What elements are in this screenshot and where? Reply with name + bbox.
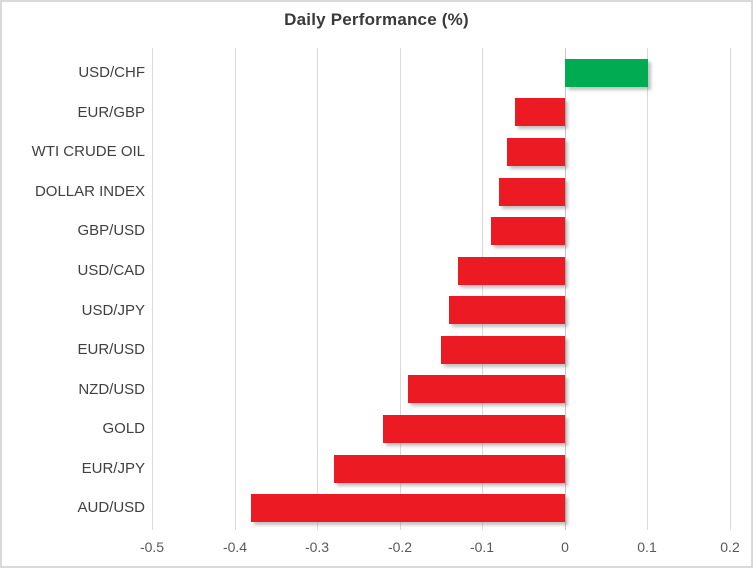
category-label: USD/JPY [81, 302, 145, 319]
category-label: DOLLAR INDEX [34, 183, 145, 200]
bar-nzd-usd [408, 375, 565, 403]
category-label: EUR/JPY [81, 460, 145, 477]
bar-gbp-usd [491, 217, 565, 245]
x-tick-label: 0 [561, 539, 569, 555]
bar-eur-usd [441, 336, 565, 364]
gridline [730, 48, 731, 530]
category-label: AUD/USD [77, 499, 145, 516]
bar-eur-gbp [515, 98, 565, 126]
category-label: USD/CHF [78, 64, 145, 81]
bar-usd-cad [458, 257, 565, 285]
bar-dollar-index [499, 178, 565, 206]
x-tick-label: -0.3 [304, 539, 330, 555]
bar-gold [383, 415, 565, 443]
x-tick-label: 0.2 [720, 539, 740, 555]
zero-axis-line [565, 48, 566, 530]
x-tick-label: -0.2 [387, 539, 413, 555]
category-label: EUR/USD [77, 341, 145, 358]
category-label: GOLD [102, 420, 145, 437]
gridline [235, 48, 236, 530]
gridline [400, 48, 401, 530]
category-label: USD/CAD [77, 262, 145, 279]
bar-usd-jpy [449, 296, 565, 324]
category-label: GBP/USD [77, 222, 145, 239]
bar-eur-jpy [334, 455, 565, 483]
x-tick-label: -0.4 [222, 539, 248, 555]
gridline [647, 48, 648, 530]
x-tick-label: -0.1 [469, 539, 495, 555]
x-tick-label: -0.5 [139, 539, 165, 555]
gridline [152, 48, 153, 530]
category-label: EUR/GBP [77, 104, 145, 121]
bar-aud-usd [251, 494, 565, 522]
chart-title: Daily Performance (%) [284, 10, 469, 29]
category-label: NZD/USD [78, 381, 145, 398]
category-label: WTI CRUDE OIL [31, 143, 145, 160]
gridline [482, 48, 483, 530]
x-tick-label: 0.1 [637, 539, 657, 555]
gridline [317, 48, 318, 530]
bar-wti-crude-oil [507, 138, 565, 166]
bar-usd-chf [565, 59, 648, 87]
